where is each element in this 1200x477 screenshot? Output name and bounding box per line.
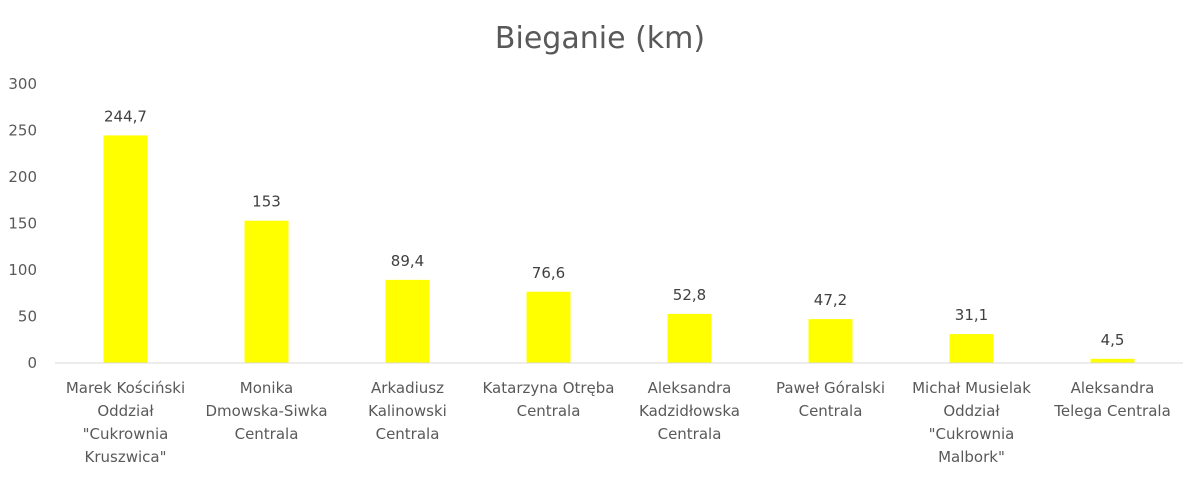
x-tick-label: Paweł Góralski — [776, 379, 885, 397]
x-tick-label: Aleksandra — [1071, 379, 1155, 397]
bar — [808, 319, 853, 363]
bar — [385, 279, 430, 363]
y-tick-label: 150 — [8, 215, 37, 233]
x-tick-label: Centrala — [517, 402, 581, 420]
x-tick-label: Kalinowski — [368, 402, 447, 420]
data-label: 244,7 — [104, 107, 147, 125]
bars — [103, 135, 1135, 363]
x-tick-label: Aleksandra — [648, 379, 732, 397]
data-labels: 244,7 153 89,4 76,6 52,8 47,2 31,1 4,5 — [104, 107, 1124, 348]
x-tick-label: Katarzyna Otręba — [482, 379, 614, 397]
y-tick-label: 200 — [8, 168, 37, 186]
y-tick-label: 250 — [8, 122, 37, 140]
bar — [667, 313, 712, 363]
x-axis-labels: Marek Kościński Oddział "Cukrownia Kruszwic… — [66, 379, 1171, 466]
bar — [103, 135, 148, 363]
bar — [526, 291, 571, 363]
x-tick-label: Centrala — [376, 425, 440, 443]
x-tick-label: Arkadiusz — [371, 379, 444, 397]
y-tick-label: 50 — [18, 308, 37, 326]
bar — [1090, 358, 1135, 363]
y-tick-label: 100 — [8, 261, 37, 279]
x-tick-label: Kruszwica" — [85, 448, 167, 466]
x-tick-label: "Cukrownia — [929, 425, 1015, 443]
x-tick-label: Marek Kościński — [66, 379, 185, 397]
x-tick-label: "Cukrownia — [83, 425, 169, 443]
data-label: 31,1 — [955, 306, 988, 324]
data-label: 47,2 — [814, 291, 847, 309]
x-tick-label: Kadzidłowska — [639, 402, 740, 420]
x-tick-label: Monika — [240, 379, 293, 397]
x-tick-label: Oddział — [97, 402, 154, 420]
x-tick-label: Centrala — [658, 425, 722, 443]
x-tick-label: Malbork" — [938, 448, 1005, 466]
x-tick-label: Michał Musielak — [912, 379, 1031, 397]
x-tick-label: Telega Centrala — [1053, 402, 1171, 420]
y-axis: 0 50 100 150 200 250 300 — [8, 75, 37, 372]
x-tick-label: Centrala — [799, 402, 863, 420]
data-label: 89,4 — [391, 252, 424, 270]
data-label: 4,5 — [1101, 331, 1125, 349]
x-tick-label: Oddział — [943, 402, 1000, 420]
chart-title: Bieganie (km) — [495, 21, 705, 56]
x-tick-label: Dmowska-Siwka — [205, 402, 327, 420]
data-label: 76,6 — [532, 264, 565, 282]
x-tick-label: Centrala — [235, 425, 299, 443]
data-label: 52,8 — [673, 286, 706, 304]
y-tick-label: 0 — [27, 354, 37, 372]
y-tick-label: 300 — [8, 75, 37, 93]
bar — [244, 220, 289, 363]
data-label: 153 — [252, 193, 281, 211]
bar — [949, 334, 994, 363]
